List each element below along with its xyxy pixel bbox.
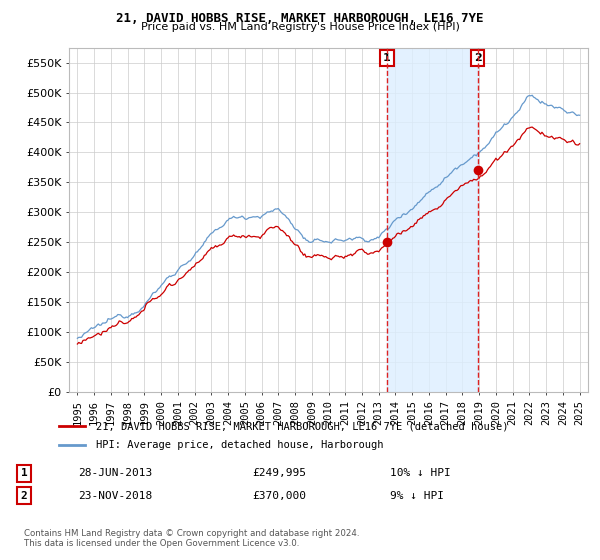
Bar bbox=[387, 48, 478, 392]
Text: HPI: Average price, detached house, Harborough: HPI: Average price, detached house, Harb… bbox=[95, 440, 383, 450]
Text: £370,000: £370,000 bbox=[252, 491, 306, 501]
Text: 2: 2 bbox=[20, 491, 28, 501]
Text: 23-NOV-2018: 23-NOV-2018 bbox=[78, 491, 152, 501]
Text: 28-JUN-2013: 28-JUN-2013 bbox=[78, 468, 152, 478]
Text: 21, DAVID HOBBS RISE, MARKET HARBOROUGH, LE16 7YE (detached house): 21, DAVID HOBBS RISE, MARKET HARBOROUGH,… bbox=[95, 421, 508, 431]
Text: 2: 2 bbox=[473, 53, 481, 63]
Text: Contains HM Land Registry data © Crown copyright and database right 2024.: Contains HM Land Registry data © Crown c… bbox=[24, 529, 359, 538]
Text: 10% ↓ HPI: 10% ↓ HPI bbox=[390, 468, 451, 478]
Text: 9% ↓ HPI: 9% ↓ HPI bbox=[390, 491, 444, 501]
Text: Price paid vs. HM Land Registry's House Price Index (HPI): Price paid vs. HM Land Registry's House … bbox=[140, 22, 460, 32]
Text: This data is licensed under the Open Government Licence v3.0.: This data is licensed under the Open Gov… bbox=[24, 539, 299, 548]
Text: 1: 1 bbox=[20, 468, 28, 478]
Text: 1: 1 bbox=[383, 53, 391, 63]
Text: £249,995: £249,995 bbox=[252, 468, 306, 478]
Text: 21, DAVID HOBBS RISE, MARKET HARBOROUGH, LE16 7YE: 21, DAVID HOBBS RISE, MARKET HARBOROUGH,… bbox=[116, 12, 484, 25]
